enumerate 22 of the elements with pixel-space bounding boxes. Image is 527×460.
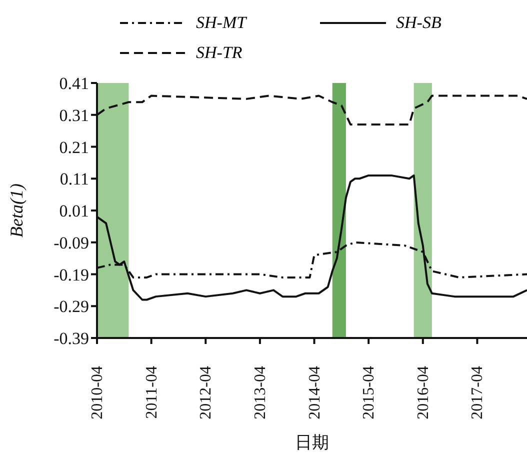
x-tick-label: 2017-04 bbox=[469, 366, 486, 420]
y-axis-title: Beta(1) bbox=[6, 184, 26, 238]
legend-label: SH-SB bbox=[396, 13, 442, 33]
y-tick-label: 0.01 bbox=[59, 202, 89, 221]
y-tick-label: 0.31 bbox=[59, 106, 89, 125]
legend-label: SH-TR bbox=[196, 43, 242, 63]
x-tick-label: 2016-04 bbox=[414, 366, 432, 420]
y-tick-label: -0.19 bbox=[54, 265, 89, 284]
y-tick-label: 0.41 bbox=[59, 74, 89, 94]
x-tick-label: 2011-04 bbox=[143, 366, 160, 419]
y-tick-label: -0.39 bbox=[54, 329, 89, 348]
y-tick-label: -0.29 bbox=[54, 297, 89, 316]
x-tick-label: 2015-04 bbox=[360, 366, 378, 420]
y-tick-label: 0.11 bbox=[60, 170, 89, 189]
x-tick-label: 2010-04 bbox=[89, 366, 106, 420]
x-tick-label: 2012-04 bbox=[198, 366, 215, 420]
x-tick-label: 2013-04 bbox=[252, 366, 269, 420]
legend-label: SH-MT bbox=[196, 13, 246, 33]
x-tick-label: 2014-04 bbox=[306, 366, 324, 420]
x-axis-title: 日期 bbox=[295, 433, 329, 452]
y-tick-label: -0.09 bbox=[54, 233, 89, 252]
y-tick-label: 0.21 bbox=[59, 138, 89, 157]
